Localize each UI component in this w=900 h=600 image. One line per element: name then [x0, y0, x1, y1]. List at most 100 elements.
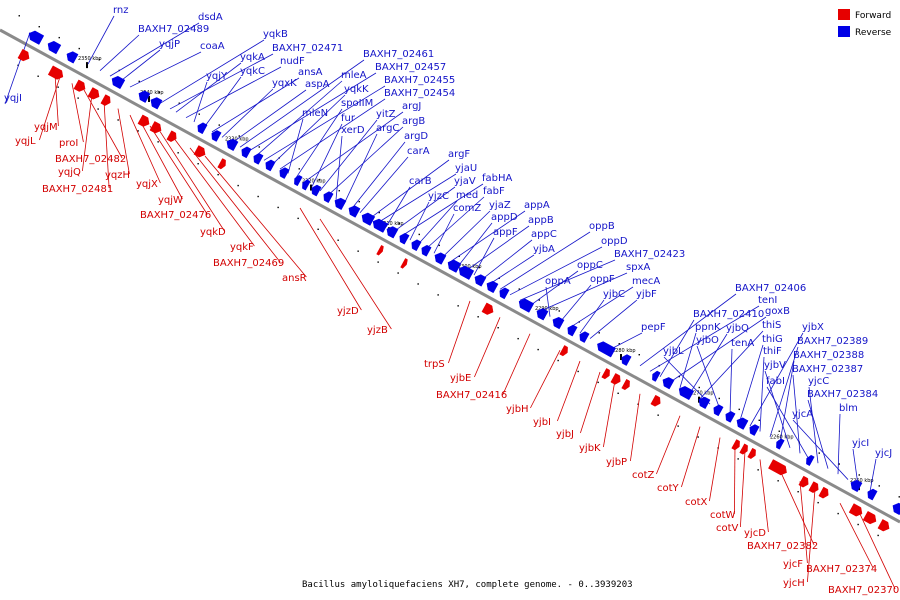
gene-block — [867, 488, 878, 501]
spacing-dot — [678, 375, 680, 378]
leader-line — [473, 237, 495, 276]
gene-label-trps: trpS — [424, 359, 445, 370]
gene-block — [211, 130, 222, 142]
gene-label-yjcf: yjcF — [783, 559, 803, 570]
spacing-dot — [218, 124, 220, 126]
leader-line — [779, 470, 815, 546]
gene-label-tena: tenA — [731, 338, 754, 349]
gene-block — [87, 87, 100, 100]
gene-label-spoiim: spoIIM — [341, 98, 373, 109]
spacing-dot — [58, 36, 60, 39]
leader-line — [441, 210, 491, 258]
spacing-dot — [37, 75, 39, 77]
gene-label-argc: argC — [376, 123, 399, 134]
leader-line — [837, 413, 841, 475]
gene-label-yjbe: yjbE — [450, 373, 471, 384]
leader-line — [279, 98, 386, 170]
gene-block — [28, 30, 45, 45]
gene-label-yqjp: yqjP — [159, 39, 180, 50]
spacing-dot — [818, 452, 820, 454]
gene-label-baxh7_02457: BAXH7_02457 — [375, 62, 446, 73]
gene-block — [411, 239, 422, 252]
gene-label-yqjm: yqjM — [34, 122, 58, 133]
leader-line — [519, 259, 616, 301]
gene-label-yjbi: yjbI — [533, 417, 551, 428]
tick-label: 2250 kbp — [850, 478, 874, 484]
spacing-dot — [138, 80, 140, 83]
gene-label-oppc: oppC — [577, 260, 603, 271]
leader-line — [764, 370, 791, 448]
leader-line — [87, 15, 115, 65]
gene-block — [253, 153, 264, 165]
gene-block — [447, 259, 462, 273]
leader-line — [545, 286, 551, 317]
gene-label-argf: argF — [448, 149, 470, 160]
leader-line — [175, 62, 242, 113]
gene-block — [486, 280, 499, 294]
leader-line — [83, 89, 123, 159]
spacing-dot — [178, 102, 180, 104]
gene-label-cotw: cotW — [710, 510, 736, 521]
leader-line — [740, 451, 746, 528]
gene-label-yjci: yjcI — [852, 438, 869, 449]
gene-block — [662, 377, 675, 390]
gene-label-baxh7_02374: BAXH7_02374 — [806, 564, 877, 575]
leader-line — [295, 108, 343, 179]
gene-label-yjcc: yjcC — [808, 376, 829, 387]
spacing-dot — [458, 255, 460, 258]
spacing-dot — [77, 97, 79, 99]
gene-label-yjaz: yjaZ — [489, 200, 511, 211]
gene-block — [559, 345, 568, 357]
gene-block — [499, 287, 510, 300]
leader-line — [579, 299, 605, 334]
gene-block — [818, 486, 829, 499]
spacing-dot — [518, 288, 520, 290]
gene-label-yqzh: yqzH — [105, 170, 130, 181]
spacing-dot — [337, 239, 339, 241]
gene-block — [776, 438, 785, 450]
spacing-dot — [377, 261, 379, 263]
legend-label-reverse: Reverse — [855, 28, 892, 38]
spacing-dot — [237, 184, 239, 187]
gene-label-argj: argJ — [402, 101, 421, 112]
leader-line — [766, 386, 809, 458]
spacing-dot — [757, 469, 759, 471]
leader-line — [481, 239, 533, 280]
gene-label-oppf: oppF — [590, 274, 615, 285]
gene-block — [798, 475, 809, 488]
gene-block — [265, 159, 276, 172]
gene-block — [361, 212, 376, 226]
leader-line — [649, 305, 760, 372]
leader-line — [433, 213, 455, 254]
gene-block — [386, 226, 399, 239]
spacing-dot — [477, 316, 479, 318]
gene-label-yqkf: yqkF — [230, 242, 254, 253]
spacing-dot — [38, 26, 40, 28]
leader-line — [769, 346, 799, 438]
leader-line — [263, 85, 386, 161]
spacing-dot — [257, 195, 259, 198]
spacing-dot — [217, 173, 219, 176]
leader-line — [109, 22, 200, 77]
gene-block — [698, 396, 711, 410]
spacing-dot — [418, 233, 420, 236]
leader-line — [859, 513, 896, 590]
gene-block — [434, 252, 447, 265]
leader-line — [117, 108, 130, 175]
gene-label-yjbo: yjbO — [696, 335, 719, 346]
leader-line — [852, 448, 859, 486]
gene-label-yjau: yjaU — [455, 163, 477, 174]
leader-line — [119, 49, 161, 82]
gene-block — [552, 316, 565, 330]
gene-block — [579, 331, 590, 343]
gene-block — [458, 265, 475, 280]
genome-caption: Bacillus amyloliquefaciens XH7, complete… — [302, 580, 633, 590]
spacing-dot — [157, 141, 159, 143]
gene-block — [150, 97, 163, 110]
gene-label-baxh7_02388: BAXH7_02388 — [793, 350, 864, 361]
gene-block — [226, 138, 239, 152]
spacing-dot — [638, 354, 640, 356]
leader-line — [502, 333, 531, 395]
tick-label: 2300 kbp — [458, 264, 482, 270]
leader-line — [669, 316, 767, 383]
